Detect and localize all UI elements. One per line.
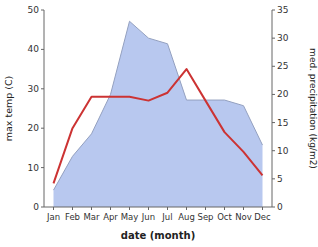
y2-tick — [272, 207, 275, 208]
x-tick — [110, 207, 111, 210]
precip-edge — [54, 21, 263, 190]
x-tick — [243, 207, 244, 210]
temp-line — [54, 69, 263, 183]
x-tick-label: Oct — [217, 212, 232, 222]
y-tick-label: 20 — [28, 123, 40, 133]
x-tick-label: Sep — [197, 212, 213, 222]
x-tick-label: Jun — [141, 212, 155, 222]
x-axis-label: date (month) — [121, 230, 195, 241]
x-tick-label: Mar — [83, 212, 100, 222]
y2-tick — [272, 122, 275, 123]
y-tick-label: 40 — [28, 44, 40, 54]
x-tick-label: Feb — [65, 212, 80, 222]
y2-tick — [272, 38, 275, 39]
x-tick — [91, 207, 92, 210]
x-tick — [167, 207, 168, 210]
x-tick — [262, 207, 263, 210]
x-axis-line — [44, 207, 272, 208]
y2-tick — [272, 66, 275, 67]
y2-tick-label: 15 — [277, 118, 288, 128]
y2-axis-label: med. precipitation (kg/m2) — [308, 48, 318, 169]
precip-area — [54, 21, 263, 207]
y2-tick-label: 30 — [277, 33, 289, 43]
y-tick — [41, 128, 44, 129]
y2-tick-label: 25 — [277, 61, 288, 71]
marks — [54, 21, 263, 207]
y-tick — [41, 10, 44, 11]
y-tick — [41, 88, 44, 89]
y-tick-label: 50 — [28, 5, 40, 15]
x-tick-label: Aug — [178, 212, 195, 222]
y2-tick — [272, 94, 275, 95]
y2-tick-label: 35 — [277, 5, 288, 15]
chart: Jan FebMarAprMayJun Jul AugSep OctNovDec 0 10 2… — [0, 0, 318, 247]
x-tick — [72, 207, 73, 210]
x-tick-label: May — [121, 212, 139, 222]
x-tick-label: Apr — [103, 212, 118, 222]
y-tick — [41, 167, 44, 168]
x-tick — [53, 207, 54, 210]
x-tick-label: Jul — [161, 212, 172, 222]
y-tick — [41, 207, 44, 208]
x-tick — [205, 207, 206, 210]
y2-tick-label: 10 — [277, 146, 289, 156]
x-tick-label: Dec — [254, 212, 271, 222]
x-tick — [186, 207, 187, 210]
y2-tick-label: 5 — [277, 174, 283, 184]
y-tick-label: 0 — [33, 202, 39, 212]
y-axis-label: max temp (C) — [3, 76, 14, 142]
x-tick — [129, 207, 130, 210]
y2-tick — [272, 10, 275, 11]
y2-axis-line — [272, 10, 273, 207]
x-tick — [224, 207, 225, 210]
y2-tick-label: 20 — [277, 89, 289, 99]
y2-tick — [272, 178, 275, 179]
x-tick — [148, 207, 149, 210]
y2-tick-label: 0 — [277, 202, 283, 212]
y2-tick — [272, 150, 275, 151]
y-tick — [41, 49, 44, 50]
y-tick-label: 30 — [28, 84, 40, 94]
y-axis-line — [44, 10, 45, 207]
y-tick-label: 10 — [28, 163, 40, 173]
x-tick-label: Jan — [46, 212, 60, 222]
x-tick-label: Nov — [235, 212, 252, 222]
